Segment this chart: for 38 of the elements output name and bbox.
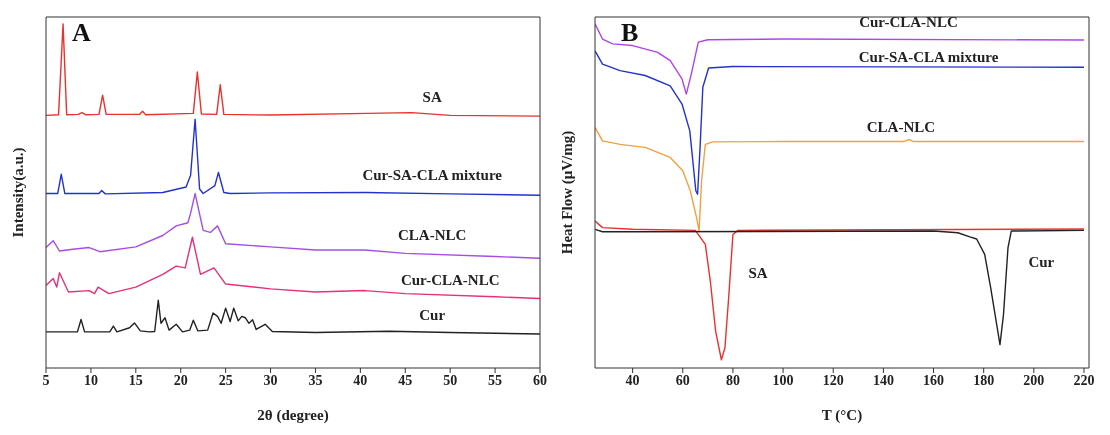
x-tick-label: 80 — [725, 372, 740, 388]
x-tick-label: 20 — [173, 372, 188, 388]
series-label: Cur — [419, 307, 446, 324]
annotation: A — [72, 18, 91, 48]
x-tick-label: 50 — [443, 372, 458, 388]
x-tick-label: 40 — [625, 372, 640, 388]
series-label: CLA-NLC — [866, 118, 936, 135]
x-axis-title: T (°C) — [821, 407, 863, 424]
series-label: Cur-CLA-NLC — [859, 14, 958, 31]
series-label: SA — [748, 265, 768, 282]
series-label: Cur-SA-CLA mixture — [362, 166, 503, 183]
x-tick-label: 220 — [1073, 372, 1095, 388]
x-tick-label: 180 — [973, 372, 995, 388]
series-label: CLA-NLC — [398, 227, 467, 244]
x-tick-label: 120 — [822, 372, 844, 388]
x-tick-label: 40 — [353, 372, 368, 388]
x-tick-label: 200 — [1023, 372, 1045, 388]
x-tick-label: 60 — [533, 372, 547, 388]
x-tick-label: 30 — [263, 372, 278, 388]
x-tick-label: 5 — [42, 372, 50, 388]
x-tick-label: 10 — [83, 372, 98, 388]
y-axis-title: Heat Flow (μV/mg) — [559, 130, 577, 255]
x-tick-label: 140 — [872, 372, 894, 388]
x-tick-label: 55 — [488, 372, 503, 388]
series-label: Cur-SA-CLA mixture — [858, 48, 999, 65]
x-tick-label: 60 — [675, 372, 690, 388]
y-axis-title: Intensity(a.u.) — [10, 147, 28, 238]
x-tick-label: 35 — [308, 372, 323, 388]
series-label: Cur — [1028, 253, 1055, 270]
annotation: B — [621, 18, 639, 48]
x-tick-label: 15 — [128, 372, 143, 388]
x-tick-label: 160 — [923, 372, 945, 388]
x-tick-label: 25 — [218, 372, 233, 388]
x-tick-label: 100 — [772, 372, 794, 388]
series-label: Cur-CLA-NLC — [400, 272, 500, 289]
x-tick-label: 45 — [398, 372, 413, 388]
x-axis-title: 2θ (degree) — [257, 407, 329, 424]
series-label: SA — [422, 89, 442, 106]
